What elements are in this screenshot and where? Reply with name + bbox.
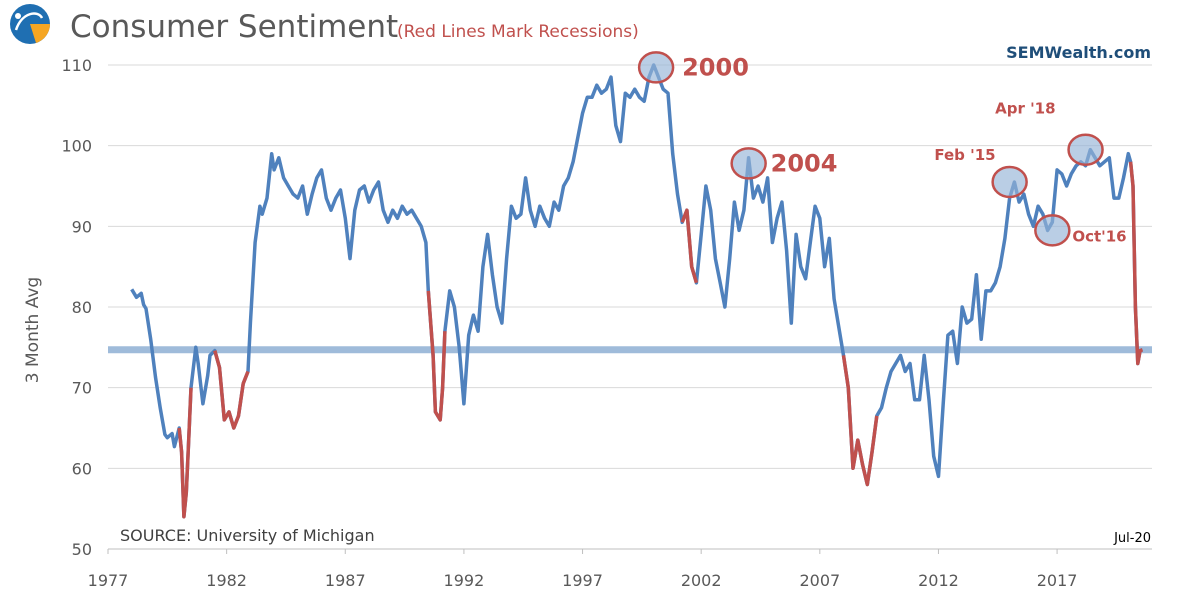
y-tick-label: 60 xyxy=(72,459,92,478)
x-tick-label: 2017 xyxy=(1037,571,1078,590)
recession-segment xyxy=(177,387,193,519)
highlight-circle xyxy=(991,165,1028,199)
x-tick-label: 2007 xyxy=(799,571,840,590)
annotation-label: Oct'16 xyxy=(1072,227,1126,245)
annotation-label: Feb '15 xyxy=(934,146,995,164)
highlight-circle xyxy=(730,147,767,180)
sentiment-series xyxy=(130,63,1144,519)
chart-subtitle: (Red Lines Mark Recessions) xyxy=(397,22,639,42)
y-tick-labels: 50 60 70 80 90 100 110 xyxy=(61,56,92,559)
annotation-label: 2004 xyxy=(771,149,838,177)
x-tick-label: 2012 xyxy=(918,571,959,590)
brand-link[interactable]: SEMWealth.com xyxy=(1006,43,1151,62)
x-tick-label: 1982 xyxy=(206,571,247,590)
recession-segment xyxy=(213,350,250,430)
source-note: SOURCE: University of Michigan xyxy=(120,526,375,545)
x-tick-label: 1992 xyxy=(444,571,485,590)
highlight-circle xyxy=(1067,133,1104,166)
highlight-circle xyxy=(1034,214,1071,247)
chart-title: Consumer Sentiment xyxy=(70,9,398,45)
y-axis-label: 3 Month Avg xyxy=(23,277,43,383)
y-tick-label: 90 xyxy=(72,217,92,236)
x-tick-label: 1987 xyxy=(325,571,366,590)
recession-segment xyxy=(841,355,879,487)
annotations: 2000 2004 Feb '15 Oct'16 Apr '18 xyxy=(637,51,1127,247)
x-tick-label: 1997 xyxy=(562,571,603,590)
last-date-label: Jul-20 xyxy=(1113,531,1151,546)
highlight-circle xyxy=(637,51,675,84)
y-tick-label: 70 xyxy=(72,379,92,398)
recession-segment xyxy=(426,290,447,422)
x-tick-labels: 1977 1982 1987 1992 1997 2002 2007 2012 2017 xyxy=(88,549,1078,590)
recession-segment xyxy=(680,208,699,284)
x-tick-label: 2002 xyxy=(681,571,722,590)
x-tick-label: 1977 xyxy=(88,571,129,590)
sentiment-line xyxy=(130,63,1144,519)
annotation-label: 2000 xyxy=(682,53,749,81)
y-tick-label: 80 xyxy=(72,298,92,317)
y-tick-label: 50 xyxy=(72,540,92,559)
recession-segment xyxy=(1128,161,1144,366)
y-tick-label: 110 xyxy=(61,56,92,75)
y-tick-label: 100 xyxy=(61,137,92,156)
sem-swoosh-logo-icon xyxy=(10,4,50,44)
gridlines xyxy=(108,64,1152,469)
annotation-label: Apr '18 xyxy=(995,100,1055,118)
